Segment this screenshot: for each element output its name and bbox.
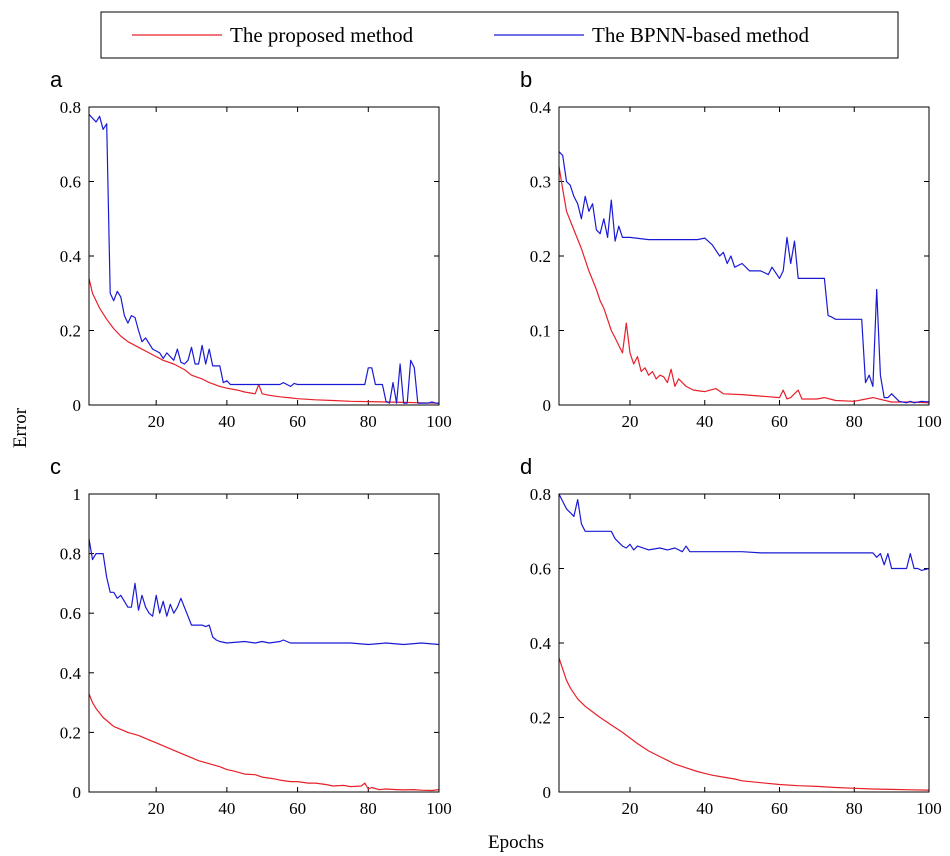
y-tick-label: 0.6	[60, 604, 81, 623]
panel-label-c: c	[50, 454, 61, 479]
x-tick-label: 80	[846, 412, 863, 431]
panel-d: d 20 40 60 80 100 0 0.2 0.4 0.6 0.8	[520, 454, 942, 818]
y-tick-label: 0.8	[530, 485, 551, 504]
panel-b: b 20 40 60 80 100 0 0.1 0.2 0.3 0.4	[520, 67, 942, 431]
x-tick-label: 20	[622, 412, 639, 431]
x-tick-label: 80	[360, 799, 377, 818]
x-tick-label: 60	[771, 799, 788, 818]
y-tick-label: 0.4	[530, 98, 552, 117]
y-tick-label: 0	[543, 396, 552, 415]
axes-frame	[88, 106, 440, 406]
y-tick-label: 0.8	[60, 98, 81, 117]
y-tick-label: 0	[73, 783, 82, 802]
y-tick-label: 0.6	[530, 560, 551, 579]
x-tick-label: 100	[916, 412, 942, 431]
x-tick-label: 40	[218, 799, 235, 818]
series-line-bpnn	[559, 494, 929, 572]
panel-label-a: a	[50, 67, 63, 92]
panel-a: a 20 40 60 80 100 0 0.2 0.4 0.6 0.8	[50, 67, 452, 431]
axes-frame	[558, 493, 930, 793]
y-tick-label: 0.3	[530, 173, 551, 192]
y-tick-label: 0.2	[60, 723, 81, 742]
y-tick-label: 0.4	[60, 664, 82, 683]
y-tick-label: 0.4	[60, 247, 82, 266]
series-line-proposed	[559, 166, 929, 404]
series-line-bpnn	[89, 538, 439, 646]
y-tick-label: 0.2	[530, 709, 551, 728]
x-tick-label: 20	[622, 799, 639, 818]
x-tick-label: 100	[426, 799, 452, 818]
panel-label-d: d	[520, 454, 532, 479]
series-line-proposed	[559, 657, 929, 791]
y-tick-label: 0.8	[60, 545, 81, 564]
legend-label-proposed: The proposed method	[230, 23, 414, 47]
y-tick-label: 0.2	[530, 247, 551, 266]
x-tick-label: 100	[426, 412, 452, 431]
x-tick-label: 20	[148, 412, 165, 431]
y-tick-label: 0	[543, 783, 552, 802]
x-tick-label: 80	[360, 412, 377, 431]
x-tick-label: 40	[696, 799, 713, 818]
axes-frame	[558, 106, 930, 406]
legend: The proposed method The BPNN-based metho…	[100, 11, 899, 59]
x-tick-label: 40	[696, 412, 713, 431]
y-tick-label: 1	[73, 485, 82, 504]
y-tick-label: 0.1	[530, 322, 551, 341]
series-line-proposed	[89, 693, 439, 792]
x-tick-label: 80	[846, 799, 863, 818]
y-axis-title: Error	[10, 407, 31, 448]
x-tick-label: 20	[148, 799, 165, 818]
series-line-bpnn	[89, 113, 439, 404]
x-tick-label: 60	[289, 799, 306, 818]
y-tick-label: 0.6	[60, 173, 81, 192]
x-axis-title: Epochs	[488, 832, 544, 853]
x-tick-label: 60	[289, 412, 306, 431]
panel-c: c 20 40 60 80 100 0 0.2 0.4 0.6 0.8 1	[50, 454, 452, 818]
y-tick-label: 0.4	[530, 634, 552, 653]
y-tick-label: 0.2	[60, 322, 81, 341]
x-tick-label: 100	[916, 799, 942, 818]
legend-label-bpnn: The BPNN-based method	[592, 23, 809, 47]
y-tick-label: 0	[73, 396, 82, 415]
series-line-bpnn	[559, 151, 929, 404]
x-tick-label: 40	[218, 412, 235, 431]
panel-label-b: b	[520, 67, 532, 92]
x-tick-label: 60	[771, 412, 788, 431]
series-line-proposed	[89, 278, 439, 404]
axes-frame	[88, 493, 440, 793]
